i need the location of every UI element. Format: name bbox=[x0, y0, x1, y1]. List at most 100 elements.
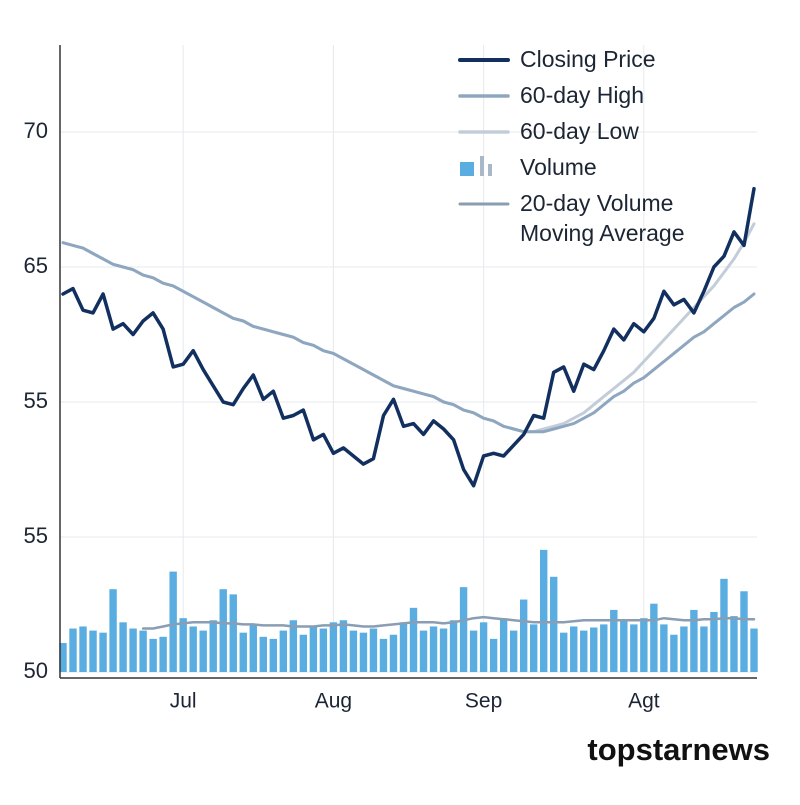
volume-bar bbox=[219, 589, 227, 672]
volume-bar bbox=[149, 638, 157, 672]
legend-swatch bbox=[458, 202, 510, 206]
volume-bar bbox=[419, 630, 428, 672]
volume-bar bbox=[179, 618, 187, 672]
volume-bar bbox=[269, 638, 278, 672]
legend-swatch-bar bbox=[480, 156, 484, 176]
y-tick-label: 65 bbox=[24, 253, 48, 278]
volume-bar bbox=[590, 627, 598, 672]
volume-bar bbox=[489, 638, 498, 672]
volume-bar bbox=[169, 571, 177, 672]
volume-bar bbox=[519, 599, 528, 672]
volume-bar bbox=[439, 628, 448, 672]
volume-bar bbox=[459, 587, 468, 672]
volume-bar bbox=[119, 622, 127, 672]
volume-bar bbox=[289, 620, 298, 672]
volume-bar bbox=[730, 616, 738, 672]
volume-bar bbox=[329, 622, 338, 672]
volume-bar bbox=[610, 609, 618, 672]
x-tick-label: Agt bbox=[628, 690, 660, 713]
volume-bar bbox=[59, 643, 67, 672]
legend-item: 20-day Volume Moving Average bbox=[458, 188, 718, 248]
volume-bar bbox=[409, 607, 418, 672]
volume-bar bbox=[710, 611, 718, 672]
volume-bar bbox=[299, 634, 308, 672]
volume-bar bbox=[580, 630, 588, 672]
x-tick-label: Jul bbox=[170, 690, 197, 713]
volume-bar bbox=[159, 636, 167, 672]
series-line bbox=[61, 222, 756, 434]
series-line bbox=[61, 186, 756, 488]
volume-bar bbox=[279, 630, 288, 672]
x-tick-label: Aug bbox=[315, 690, 352, 713]
series-line bbox=[141, 615, 756, 630]
legend-label: Volume bbox=[520, 154, 597, 180]
legend-label: 60-day Low bbox=[520, 118, 639, 144]
volume-bar bbox=[199, 630, 207, 672]
y-tick-label: 50 bbox=[24, 658, 48, 683]
volume-bar bbox=[469, 630, 478, 672]
volume-bar bbox=[229, 594, 237, 672]
legend-swatch-bar bbox=[460, 162, 474, 176]
volume-bar bbox=[680, 626, 688, 672]
volume-bar bbox=[99, 632, 107, 672]
volume-bar bbox=[670, 634, 678, 672]
volume-bar bbox=[209, 620, 217, 672]
volume-bar bbox=[660, 624, 668, 672]
volume-bar bbox=[369, 628, 378, 672]
volume-bar bbox=[389, 634, 398, 672]
legend-swatch bbox=[458, 58, 510, 62]
volume-bar bbox=[399, 622, 408, 672]
legend-label: 60-day High bbox=[520, 82, 645, 108]
volume-bar bbox=[89, 630, 97, 672]
volume-bar bbox=[309, 626, 318, 672]
volume-bar bbox=[359, 632, 368, 672]
volume-bar bbox=[349, 630, 358, 672]
volume-bar bbox=[570, 626, 578, 672]
legend-label: Closing Price bbox=[520, 46, 656, 72]
volume-bar bbox=[249, 625, 257, 672]
volume-bar bbox=[600, 624, 608, 672]
y-tick-label: 55 bbox=[24, 523, 48, 548]
legend: Closing Price 60-day High 60-day Low Volume… bbox=[458, 44, 718, 254]
volume-bar bbox=[189, 626, 197, 672]
volume-bar bbox=[139, 630, 147, 672]
volume-bar bbox=[550, 576, 558, 672]
volume-bar bbox=[740, 591, 748, 672]
volume-bar bbox=[509, 630, 518, 672]
volume-bar bbox=[620, 620, 628, 672]
volume-bar bbox=[109, 589, 117, 672]
volume-bar bbox=[539, 549, 548, 672]
y-tick-label: 55 bbox=[24, 388, 48, 413]
legend-swatch bbox=[458, 130, 510, 134]
legend-swatch bbox=[458, 94, 510, 98]
legend-item: Volume bbox=[458, 152, 718, 182]
volume-bar bbox=[750, 628, 758, 672]
volume-bar bbox=[479, 622, 488, 672]
volume-bar bbox=[259, 636, 267, 672]
volume-bar bbox=[690, 609, 698, 672]
legend-label: 20-day Volume Moving Average bbox=[520, 190, 685, 246]
volume-bar bbox=[700, 626, 708, 672]
legend-item: 60-day Low bbox=[458, 116, 718, 146]
volume-bar bbox=[720, 578, 728, 672]
volume-bar bbox=[339, 620, 348, 672]
x-tick-label: Sep bbox=[465, 690, 502, 713]
volume-bar bbox=[449, 620, 458, 672]
legend-item: 60-day High bbox=[458, 80, 718, 110]
legend-swatch bbox=[460, 156, 492, 176]
legend-item: Closing Price bbox=[458, 44, 718, 74]
volume-bar bbox=[69, 628, 77, 672]
volume-bar bbox=[379, 638, 388, 672]
volume-bar bbox=[499, 618, 508, 672]
volume-bar bbox=[319, 628, 328, 672]
volume-bar bbox=[239, 632, 247, 672]
watermark: topstarnews bbox=[587, 732, 770, 767]
series-line bbox=[61, 241, 756, 434]
legend-swatch-bar bbox=[488, 164, 492, 176]
volume-bar bbox=[429, 626, 438, 672]
volume-bar bbox=[630, 624, 638, 672]
volume-bar bbox=[650, 603, 658, 672]
volume-bar bbox=[529, 624, 538, 672]
